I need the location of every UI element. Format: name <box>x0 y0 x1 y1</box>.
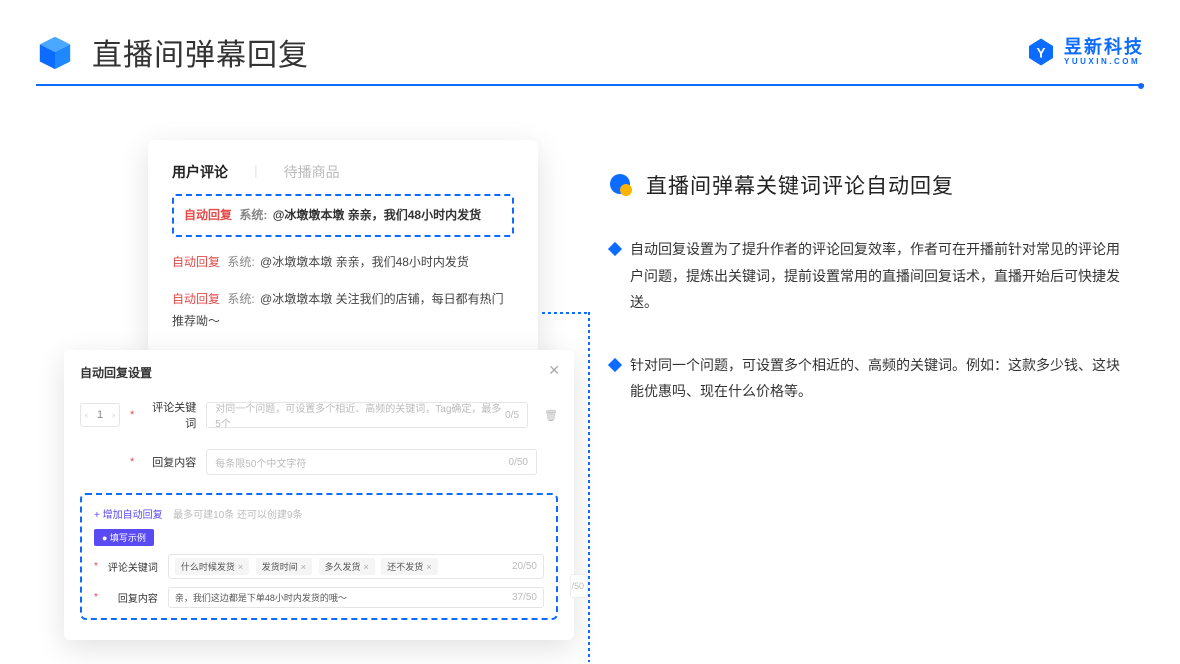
add-reply-link[interactable]: + 增加自动回复 <box>94 510 163 521</box>
required-dot: * <box>94 561 98 572</box>
cube-icon <box>36 33 74 71</box>
keyword-chip[interactable]: 多久发货× <box>319 558 375 575</box>
required-dot: * <box>94 592 98 603</box>
close-icon[interactable]: ✕ <box>548 362 560 379</box>
auto-reply-tag: 自动回复 <box>184 208 232 222</box>
svg-text:Y: Y <box>1036 45 1045 60</box>
auto-reply-tag: 自动回复 <box>172 255 220 269</box>
delete-icon[interactable]: 🗑 <box>544 409 558 422</box>
connector-line <box>588 312 590 662</box>
example-pill: ● 填写示例 <box>94 529 154 546</box>
keyword-label: 评论关键词 <box>144 399 196 431</box>
brand-icon: Y <box>1026 37 1056 67</box>
keyword-placeholder: 对同一个问题，可设置多个相近、高频的关键词，Tag确定，最多5个 <box>215 400 505 430</box>
message-text: @冰墩墩本墩 关注我们的店铺，每日都有热门推荐呦～ <box>172 292 504 329</box>
page-title: 直播间弹幕回复 <box>92 30 309 74</box>
example-box: + 增加自动回复 最多可建10条 还可以创建9条 ● 填写示例 * 评论关键词 … <box>80 493 558 620</box>
ghost-counter: /50 <box>570 574 588 598</box>
example-reply-input[interactable]: 亲，我们这边都是下单48小时内发货的哦～ 37/50 <box>168 587 544 608</box>
keyword-chip[interactable]: 还不发货× <box>381 558 437 575</box>
example-reply-label: 回复内容 <box>108 590 158 605</box>
example-keyword-label: 评论关键词 <box>108 559 158 574</box>
example-reply-text: 亲，我们这边都是下单48小时内发货的哦～ <box>175 591 347 604</box>
settings-card: 自动回复设置 ✕ 1 * 评论关键词 对同一个问题，可设置多个相近、高频的关键词… <box>64 350 574 640</box>
section-title: 直播间弹幕关键词评论自动回复 <box>646 170 954 200</box>
comments-card: 用户评论 | 待播商品 自动回复 系统: @冰墩墩本墩 亲亲，我们48小时内发货… <box>148 140 538 353</box>
settings-title: 自动回复设置 <box>80 364 558 381</box>
tabs: 用户评论 | 待播商品 <box>172 162 514 182</box>
required-dot: * <box>130 456 134 468</box>
example-keyword-input[interactable]: 什么时候发货× 发货时间× 多久发货× 还不发货× 20/50 <box>168 554 544 579</box>
message-row: 自动回复 系统: @冰墩墩本墩 亲亲，我们48小时内发货 <box>172 251 514 274</box>
tab-comments[interactable]: 用户评论 <box>172 162 228 182</box>
keyword-input[interactable]: 对同一个问题，可设置多个相近、高频的关键词，Tag确定，最多5个 0/5 <box>206 402 528 428</box>
paragraph-2: 针对同一个问题，可设置多个相近的、高频的关键词。例如：这款多少钱、这块能优惠吗、… <box>630 352 1130 405</box>
highlighted-message: 自动回复 系统: @冰墩墩本墩 亲亲，我们48小时内发货 <box>172 194 514 237</box>
title-group: 直播间弹幕回复 <box>36 30 309 74</box>
section-bullet-icon <box>610 174 632 196</box>
brand-name-cn: 昱新科技 <box>1064 38 1144 56</box>
message-row: 自动回复 系统: @冰墩墩本墩 关注我们的店铺，每日都有热门推荐呦～ <box>172 288 514 334</box>
reply-counter: 0/50 <box>509 457 528 468</box>
example-reply-counter: 37/50 <box>512 592 537 603</box>
diamond-bullet-icon <box>608 242 622 256</box>
message-text: @冰墩墩本墩 亲亲，我们48小时内发货 <box>273 208 481 222</box>
stepper-value: 1 <box>97 409 103 421</box>
add-reply-hint: 最多可建10条 还可以创建9条 <box>173 510 302 521</box>
keyword-counter: 0/5 <box>505 410 519 421</box>
auto-reply-tag: 自动回复 <box>172 292 220 306</box>
order-stepper[interactable]: 1 <box>80 403 120 427</box>
header-divider <box>36 84 1144 86</box>
reply-input[interactable]: 每条限50个中文字符 0/50 <box>206 449 537 475</box>
system-label: 系统: <box>227 255 254 269</box>
reply-label: 回复内容 <box>144 454 196 470</box>
required-dot: * <box>130 409 134 421</box>
example-keyword-counter: 20/50 <box>512 561 537 572</box>
tab-products[interactable]: 待播商品 <box>284 162 340 182</box>
brand-logo: Y 昱新科技 YUUXIN.COM <box>1026 37 1144 67</box>
reply-placeholder: 每条限50个中文字符 <box>215 455 306 470</box>
system-label: 系统: <box>239 208 267 222</box>
diamond-bullet-icon <box>608 358 622 372</box>
connector-line <box>542 312 590 314</box>
paragraph-1: 自动回复设置为了提升作者的评论回复效率，作者可在开播前针对常见的评论用户问题，提… <box>630 236 1130 316</box>
message-text: @冰墩墩本墩 亲亲，我们48小时内发货 <box>260 255 469 269</box>
tab-separator: | <box>254 162 258 182</box>
keyword-chip[interactable]: 什么时候发货× <box>175 558 249 575</box>
keyword-chip[interactable]: 发货时间× <box>256 558 312 575</box>
brand-name-en: YUUXIN.COM <box>1064 58 1144 66</box>
system-label: 系统: <box>227 292 254 306</box>
